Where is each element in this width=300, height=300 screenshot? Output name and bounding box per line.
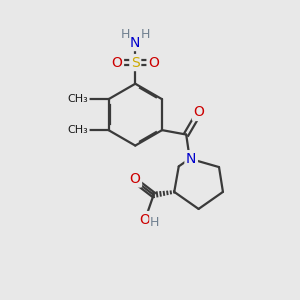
Text: O: O: [140, 213, 150, 226]
Text: N: N: [130, 35, 140, 50]
Text: H: H: [120, 28, 130, 41]
Text: O: O: [194, 106, 204, 119]
Text: O: O: [112, 56, 122, 70]
Text: S: S: [131, 56, 140, 70]
Text: CH₃: CH₃: [68, 125, 88, 135]
Text: H: H: [141, 28, 150, 41]
Text: H: H: [150, 216, 159, 229]
Text: N: N: [186, 152, 196, 166]
Text: O: O: [148, 56, 159, 70]
Text: O: O: [130, 172, 140, 186]
Text: CH₃: CH₃: [68, 94, 88, 104]
